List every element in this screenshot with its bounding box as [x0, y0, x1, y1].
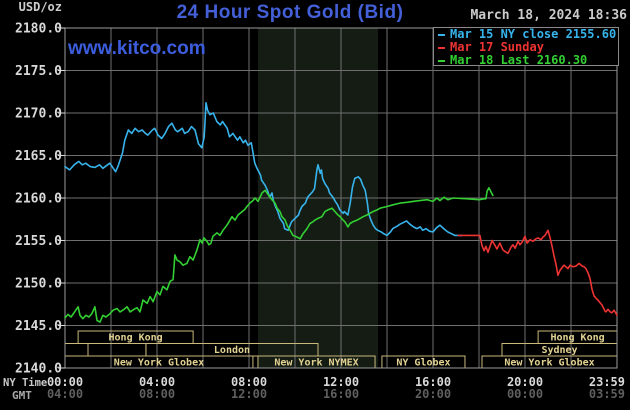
price-line-series-1: [457, 229, 618, 317]
y-tick-label: 2165.0: [15, 149, 62, 164]
x-axis-gmt-label: GMT: [12, 389, 32, 402]
legend-item-mar15-label: Mar 15 NY close 2155.60: [450, 27, 617, 41]
y-tick-label: 2155.0: [15, 234, 62, 249]
price-line-series-0: [64, 102, 463, 237]
y-tick-label: 2150.0: [15, 277, 62, 292]
legend-item-mar18: Mar 18 Last 2160.30: [438, 54, 618, 67]
session-label: NY Globex: [396, 358, 450, 369]
x-tick-label-gmt: 12:00: [231, 387, 267, 401]
x-tick-label-gmt: 08:00: [139, 387, 175, 401]
x-tick-label-ny: 23:59: [589, 375, 625, 389]
kitco-watermark: www.kitco.com: [68, 38, 206, 59]
session-box: [64, 343, 89, 357]
legend-item-mar18-label: Mar 18 Last 2160.30: [450, 53, 588, 67]
y-tick-label: 2160.0: [15, 192, 62, 207]
x-axis-ny-time-label: NY Time: [3, 377, 48, 389]
session-label: Hong Kong: [550, 333, 604, 344]
session-label: New York Globex: [114, 358, 204, 369]
legend: Mar 15 NY close 2155.60 Mar 17 Sunday Ma…: [433, 27, 619, 67]
x-tick-label-gmt: 03:59: [589, 387, 625, 401]
y-tick-label: 2145.0: [15, 319, 62, 334]
legend-item-mar17: Mar 17 Sunday: [438, 41, 618, 54]
page-title: 24 Hour Spot Gold (Bid): [176, 2, 404, 23]
mar18-line-swatch-icon: [438, 59, 445, 62]
x-tick-label-ny: 04:00: [139, 375, 175, 389]
y-axis-unit-label: USD/oz: [18, 0, 62, 14]
x-tick-label-ny: 12:00: [323, 375, 359, 389]
x-tick-label-ny: 08:00: [231, 375, 267, 389]
session-box: [87, 343, 147, 357]
y-tick-label: 2170.0: [15, 107, 62, 122]
price-line-series-2: [64, 187, 494, 323]
x-tick-label-gmt: 00:00: [507, 387, 543, 401]
y-tick-label: 2175.0: [15, 64, 62, 79]
legend-item-mar15: Mar 15 NY close 2155.60: [438, 28, 618, 41]
mar17-line-swatch-icon: [438, 46, 445, 49]
session-label: Sydney: [541, 345, 577, 356]
x-tick-label-gmt: 20:00: [415, 387, 451, 401]
x-tick-label-ny: 00:00: [47, 375, 83, 389]
session-label: New York NYMEX: [274, 358, 358, 369]
x-tick-label-gmt: 16:00: [323, 387, 359, 401]
x-tick-label-ny: 20:00: [507, 375, 543, 389]
y-tick-label: 2180.0: [15, 22, 62, 37]
x-tick-label-gmt: 04:00: [47, 387, 83, 401]
chart-datetime: March 18, 2024 18:36: [470, 8, 627, 23]
x-tick-label-ny: 16:00: [415, 375, 451, 389]
legend-item-mar17-label: Mar 17 Sunday: [450, 40, 544, 54]
session-label: London: [214, 345, 250, 356]
y-tick-label: 2140.0: [15, 362, 62, 377]
session-label: Hong Kong: [109, 333, 163, 344]
session-label: New York Globex: [504, 358, 594, 369]
mar15-line-swatch-icon: [438, 33, 445, 36]
